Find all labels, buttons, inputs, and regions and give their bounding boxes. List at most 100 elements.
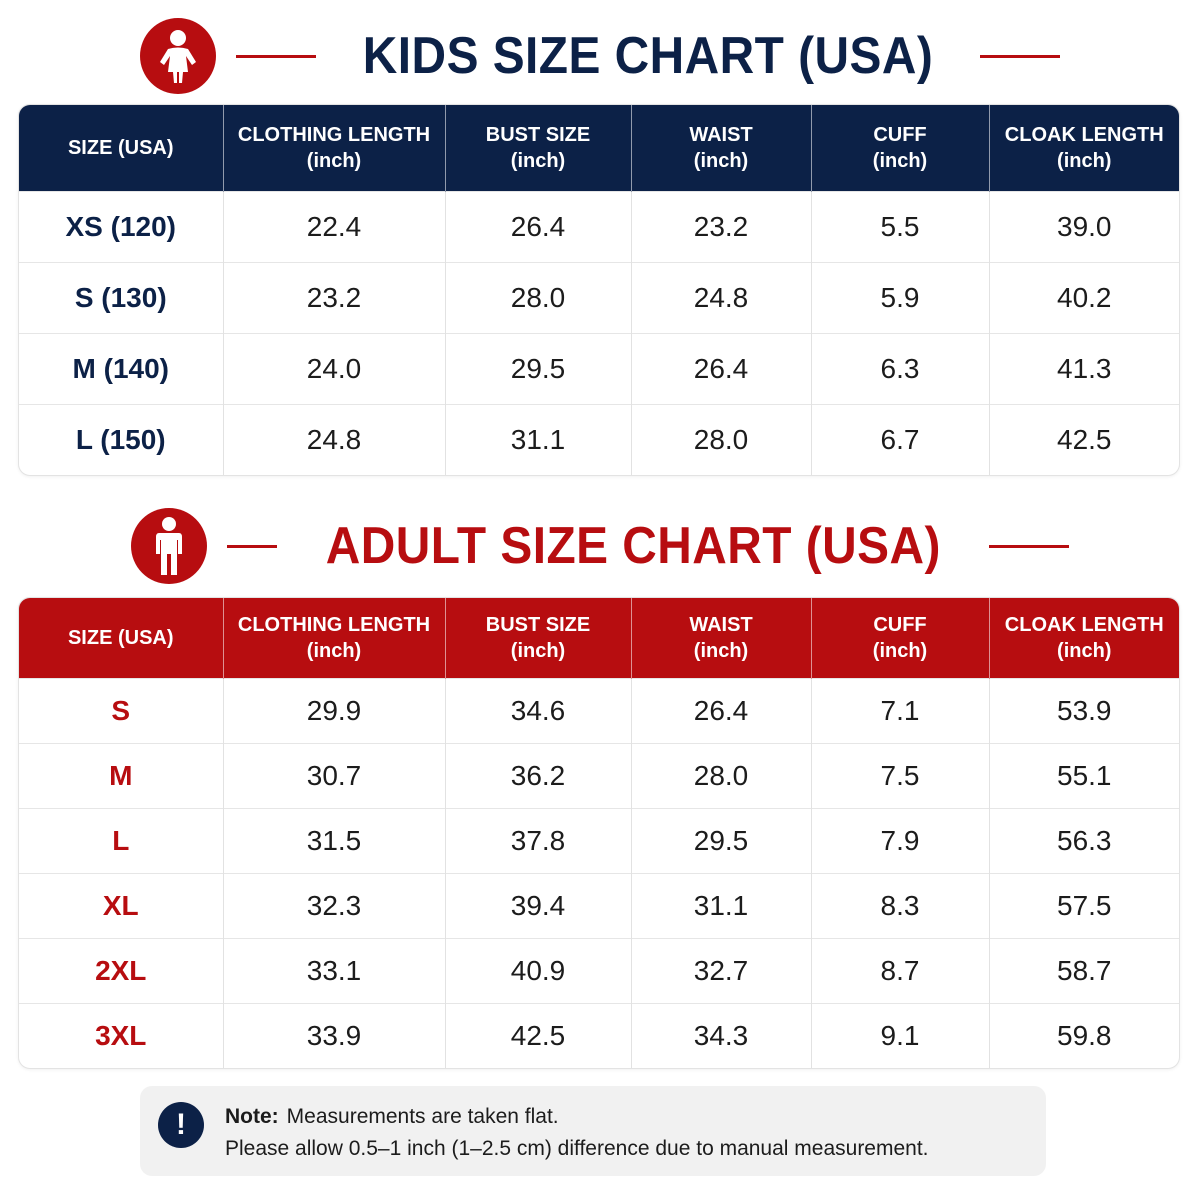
table-cell: 59.8 — [989, 1003, 1179, 1068]
table-cell: 26.4 — [445, 191, 632, 263]
table-cell: 57.5 — [989, 873, 1179, 939]
adult-chart-title: ADULT SIZE CHART (USA) — [325, 517, 941, 575]
table-cell: 8.3 — [811, 873, 990, 939]
adult-header-cloak-length: CLOAK LENGTH (inch) — [989, 598, 1179, 679]
table-cell: 39.0 — [989, 191, 1179, 263]
child-icon — [139, 18, 216, 94]
table-cell: 5.5 — [811, 191, 990, 263]
table-row: 2XL 33.1 40.9 32.7 8.7 58.7 — [19, 938, 1179, 1004]
table-cell: 23.2 — [631, 191, 812, 263]
adult-header-clothing-length: CLOTHING LENGTH (inch) — [223, 598, 446, 679]
table-cell: 58.7 — [989, 938, 1179, 1004]
adult-header-size: SIZE (USA) — [19, 598, 224, 679]
kids-header-size: SIZE (USA) — [19, 105, 224, 192]
table-row: M (140) 24.0 29.5 26.4 6.3 41.3 — [19, 333, 1179, 405]
table-row: XL 32.3 39.4 31.1 8.3 57.5 — [19, 873, 1179, 939]
table-cell: 26.4 — [631, 678, 812, 744]
table-cell: 28.0 — [631, 743, 812, 809]
title-rule-right — [980, 54, 1061, 58]
adult-title-row: ADULT SIZE CHART (USA) — [0, 508, 1200, 584]
table-cell: 56.3 — [989, 808, 1179, 874]
table-cell: 8.7 — [811, 938, 990, 1004]
note-line-1: Note: Measurements are taken flat. — [225, 1105, 559, 1129]
kids-header-cloak-length: CLOAK LENGTH (inch) — [989, 105, 1179, 192]
table-cell: 26.4 — [631, 333, 812, 405]
size-cell: M (140) — [19, 333, 224, 405]
exclamation-icon: ! — [158, 1102, 204, 1148]
size-cell: M — [19, 743, 224, 809]
size-cell: S (130) — [19, 262, 224, 334]
size-cell: L — [19, 808, 224, 874]
title-rule-left — [235, 54, 316, 58]
table-cell: 40.2 — [989, 262, 1179, 334]
title-rule-left — [226, 544, 277, 548]
table-cell: 22.4 — [223, 191, 446, 263]
note-line-2: Please allow 0.5–1 inch (1–2.5 cm) diffe… — [225, 1137, 929, 1160]
table-cell: 7.1 — [811, 678, 990, 744]
adult-header-row: SIZE (USA) CLOTHING LENGTH (inch) BUST SI… — [19, 598, 1179, 679]
table-cell: 33.1 — [223, 938, 446, 1004]
kids-header-bust-size: BUST SIZE (inch) — [445, 105, 632, 192]
table-cell: 23.2 — [223, 262, 446, 334]
kids-title-row: KIDS SIZE CHART (USA) — [0, 18, 1200, 94]
adult-header-bust-size: BUST SIZE (inch) — [445, 598, 632, 679]
note-text-1: Measurements are taken flat. — [286, 1105, 559, 1128]
table-cell: 33.9 — [223, 1003, 446, 1068]
table-cell: 28.0 — [445, 262, 632, 334]
table-row: L (150) 24.8 31.1 28.0 6.7 42.5 — [19, 404, 1179, 475]
table-cell: 42.5 — [989, 404, 1179, 475]
table-cell: 53.9 — [989, 678, 1179, 744]
table-cell: 7.9 — [811, 808, 990, 874]
adult-size-table: SIZE (USA) CLOTHING LENGTH (inch) BUST SI… — [18, 597, 1180, 1069]
table-cell: 32.7 — [631, 938, 812, 1004]
table-cell: 29.5 — [631, 808, 812, 874]
table-row: S 29.9 34.6 26.4 7.1 53.9 — [19, 678, 1179, 744]
kids-header-waist: WAIST (inch) — [631, 105, 812, 192]
adult-icon — [130, 508, 207, 584]
title-rule-right — [989, 544, 1070, 548]
table-cell: 30.7 — [223, 743, 446, 809]
kids-chart-title: KIDS SIZE CHART (USA) — [362, 27, 934, 85]
kids-size-table: SIZE (USA) CLOTHING LENGTH (inch) BUST SI… — [18, 104, 1180, 476]
table-row: S (130) 23.2 28.0 24.8 5.9 40.2 — [19, 262, 1179, 334]
kids-header-row: SIZE (USA) CLOTHING LENGTH (inch) BUST SI… — [19, 105, 1179, 192]
measurement-note: ! Note: Measurements are taken flat. Plea… — [140, 1086, 1046, 1176]
table-row: M 30.7 36.2 28.0 7.5 55.1 — [19, 743, 1179, 809]
table-cell: 28.0 — [631, 404, 812, 475]
size-cell: 3XL — [19, 1003, 224, 1068]
table-row: XS (120) 22.4 26.4 23.2 5.5 39.0 — [19, 191, 1179, 263]
table-row: 3XL 33.9 42.5 34.3 9.1 59.8 — [19, 1003, 1179, 1068]
size-cell: 2XL — [19, 938, 224, 1004]
table-cell: 55.1 — [989, 743, 1179, 809]
table-cell: 9.1 — [811, 1003, 990, 1068]
table-cell: 29.5 — [445, 333, 632, 405]
kids-header-cuff: CUFF (inch) — [811, 105, 990, 192]
adult-header-cuff: CUFF (inch) — [811, 598, 990, 679]
table-cell: 40.9 — [445, 938, 632, 1004]
table-cell: 39.4 — [445, 873, 632, 939]
table-row: L 31.5 37.8 29.5 7.9 56.3 — [19, 808, 1179, 874]
table-cell: 24.8 — [223, 404, 446, 475]
table-cell: 6.3 — [811, 333, 990, 405]
table-cell: 31.5 — [223, 808, 446, 874]
table-cell: 31.1 — [445, 404, 632, 475]
table-cell: 29.9 — [223, 678, 446, 744]
table-cell: 6.7 — [811, 404, 990, 475]
size-cell: L (150) — [19, 404, 224, 475]
adult-header-waist: WAIST (inch) — [631, 598, 812, 679]
size-cell: XS (120) — [19, 191, 224, 263]
kids-header-clothing-length: CLOTHING LENGTH (inch) — [223, 105, 446, 192]
table-cell: 31.1 — [631, 873, 812, 939]
table-cell: 36.2 — [445, 743, 632, 809]
table-cell: 42.5 — [445, 1003, 632, 1068]
note-label: Note: — [225, 1105, 279, 1128]
table-cell: 7.5 — [811, 743, 990, 809]
table-cell: 5.9 — [811, 262, 990, 334]
table-cell: 37.8 — [445, 808, 632, 874]
table-cell: 24.8 — [631, 262, 812, 334]
size-cell: XL — [19, 873, 224, 939]
table-cell: 34.3 — [631, 1003, 812, 1068]
table-cell: 34.6 — [445, 678, 632, 744]
table-cell: 24.0 — [223, 333, 446, 405]
table-cell: 41.3 — [989, 333, 1179, 405]
